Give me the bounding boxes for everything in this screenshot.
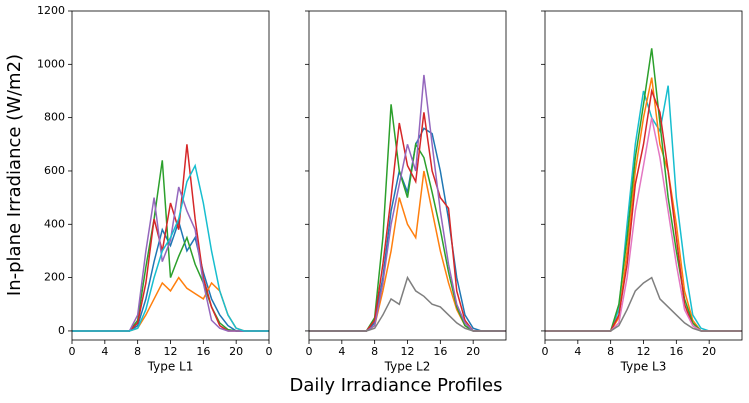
x-tick-label: 20: [702, 345, 716, 358]
x-tick-label: 8: [134, 345, 141, 358]
panel-x-label: Type L2: [384, 360, 431, 374]
x-tick-label: 4: [574, 345, 581, 358]
y-tick-label: 800: [44, 111, 65, 124]
y-tick-label: 1000: [37, 57, 65, 70]
x-tick-label: 0: [69, 345, 76, 358]
x-tick-label: 8: [371, 345, 378, 358]
x-tick-label: 12: [401, 345, 415, 358]
x-tick-label: 16: [433, 345, 447, 358]
series-line: [72, 163, 269, 332]
x-tick-label: 20: [466, 345, 480, 358]
y-tick-label: 400: [44, 217, 65, 230]
series-line: [545, 276, 742, 332]
x-tick-label: 4: [338, 345, 345, 358]
x-tick-label: 12: [637, 345, 651, 358]
x-tick-label: 20: [229, 345, 243, 358]
x-axis-label: Daily Irradiance Profiles: [290, 375, 503, 396]
y-tick-label: 200: [44, 271, 65, 284]
x-tick-label: 12: [164, 345, 178, 358]
x-tick-label: 0: [266, 345, 273, 358]
y-tick-label: 600: [44, 164, 65, 177]
x-tick-label: 0: [542, 345, 549, 358]
x-tick-label: 8: [607, 345, 614, 358]
x-tick-label: 16: [196, 345, 210, 358]
x-tick-label: 4: [101, 345, 108, 358]
x-tick-label: 16: [669, 345, 683, 358]
x-tick-label: 0: [306, 345, 313, 358]
y-tick-label: 0: [58, 324, 65, 337]
y-tick-label: 1200: [37, 4, 65, 17]
series-line: [309, 275, 506, 332]
panel-x-label: Type L3: [620, 360, 667, 374]
panel-x-label: Type L1: [147, 360, 194, 374]
y-axis-label: In-plane Irradiance (W/m2): [4, 54, 25, 296]
